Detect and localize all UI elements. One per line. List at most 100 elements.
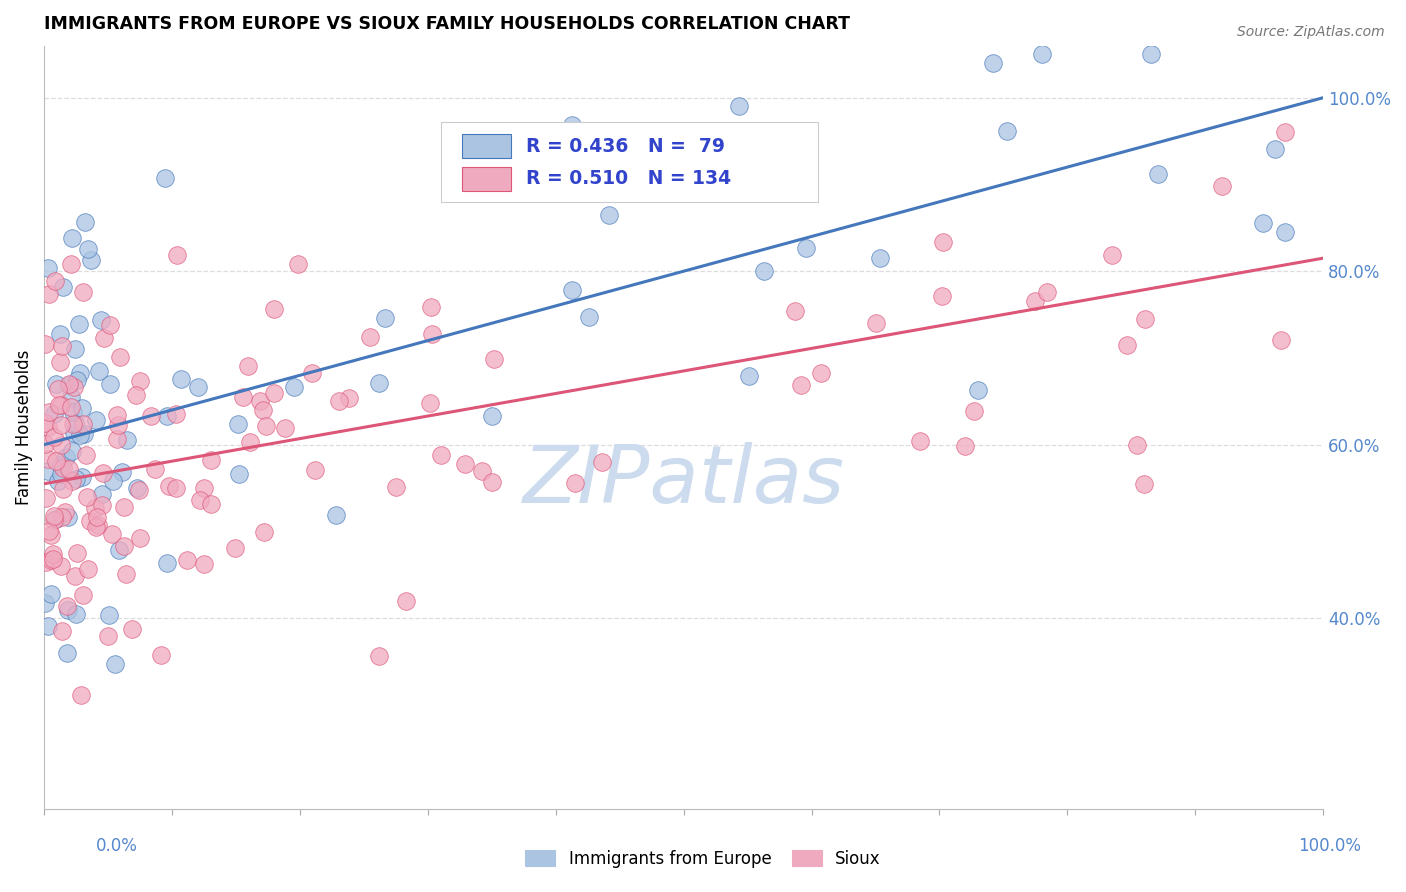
- Point: [124, 388, 146, 402]
- Point: [238, 359, 260, 374]
- Point: [150, 648, 173, 662]
- Point: [63, 380, 86, 394]
- Point: [37, 420, 59, 434]
- Point: [252, 403, 274, 417]
- Point: [141, 409, 163, 423]
- Point: [91, 487, 114, 501]
- Point: [186, 380, 208, 394]
- Point: [41, 587, 63, 601]
- Point: [42, 508, 65, 523]
- Point: [38, 524, 60, 538]
- Point: [72, 285, 94, 300]
- Point: [73, 215, 96, 229]
- Point: [87, 518, 110, 533]
- Point: [155, 170, 177, 185]
- Point: [84, 520, 107, 534]
- Point: [1264, 142, 1286, 156]
- Point: [90, 313, 112, 327]
- Point: [967, 383, 990, 397]
- Point: [115, 566, 138, 581]
- Point: [67, 317, 90, 331]
- Point: [1253, 216, 1275, 230]
- Point: [384, 480, 406, 494]
- Point: [91, 498, 114, 512]
- Point: [63, 417, 86, 431]
- Point: [65, 472, 87, 486]
- Point: [42, 547, 65, 561]
- Point: [790, 377, 813, 392]
- Point: [1115, 338, 1137, 352]
- Point: [51, 510, 73, 524]
- Point: [157, 479, 180, 493]
- Text: ZIPatlas: ZIPatlas: [523, 442, 845, 520]
- Point: [98, 318, 121, 332]
- Point: [73, 426, 96, 441]
- Point: [738, 369, 761, 384]
- Point: [794, 241, 817, 255]
- Point: [62, 426, 84, 441]
- Point: [45, 376, 67, 391]
- Point: [193, 557, 215, 571]
- Point: [931, 235, 953, 250]
- Point: [471, 465, 494, 479]
- Point: [166, 481, 188, 495]
- Point: [98, 607, 121, 622]
- Point: [51, 624, 73, 639]
- Point: [98, 377, 121, 392]
- Text: Source: ZipAtlas.com: Source: ZipAtlas.com: [1237, 25, 1385, 39]
- Point: [49, 355, 72, 369]
- Point: [77, 561, 100, 575]
- Point: [226, 417, 249, 432]
- Point: [481, 409, 503, 423]
- Point: [62, 405, 84, 419]
- Point: [328, 393, 350, 408]
- Point: [58, 462, 80, 476]
- Y-axis label: Family Households: Family Households: [15, 350, 32, 505]
- Point: [931, 289, 953, 303]
- Point: [51, 417, 73, 432]
- Point: [49, 467, 72, 482]
- Point: [108, 350, 131, 364]
- Point: [46, 475, 69, 489]
- Point: [598, 208, 620, 222]
- Point: [60, 391, 83, 405]
- Point: [37, 464, 59, 478]
- Point: [395, 594, 418, 608]
- Point: [105, 432, 128, 446]
- Point: [367, 376, 389, 391]
- Point: [337, 392, 360, 406]
- Point: [87, 364, 110, 378]
- Point: [51, 339, 73, 353]
- Point: [72, 417, 94, 431]
- Point: [865, 316, 887, 330]
- Point: [38, 405, 60, 419]
- Point: [564, 476, 586, 491]
- Point: [1024, 293, 1046, 308]
- Point: [1126, 437, 1149, 451]
- Point: [1036, 285, 1059, 299]
- Text: R = 0.510   N = 134: R = 0.510 N = 134: [526, 169, 731, 188]
- Point: [72, 588, 94, 602]
- Point: [1031, 47, 1053, 62]
- Point: [869, 251, 891, 265]
- Point: [129, 531, 152, 545]
- Point: [97, 629, 120, 643]
- Point: [359, 330, 381, 344]
- Point: [42, 430, 65, 444]
- Point: [62, 417, 84, 431]
- Point: [55, 450, 77, 465]
- Point: [53, 505, 76, 519]
- Point: [34, 337, 56, 351]
- Point: [287, 258, 309, 272]
- Point: [121, 623, 143, 637]
- Point: [454, 457, 477, 471]
- Point: [101, 526, 124, 541]
- Point: [108, 542, 131, 557]
- Point: [62, 475, 84, 489]
- Point: [51, 438, 73, 452]
- Point: [48, 398, 70, 412]
- Point: [254, 419, 277, 434]
- Point: [910, 434, 932, 448]
- Point: [52, 280, 75, 294]
- Point: [55, 599, 77, 613]
